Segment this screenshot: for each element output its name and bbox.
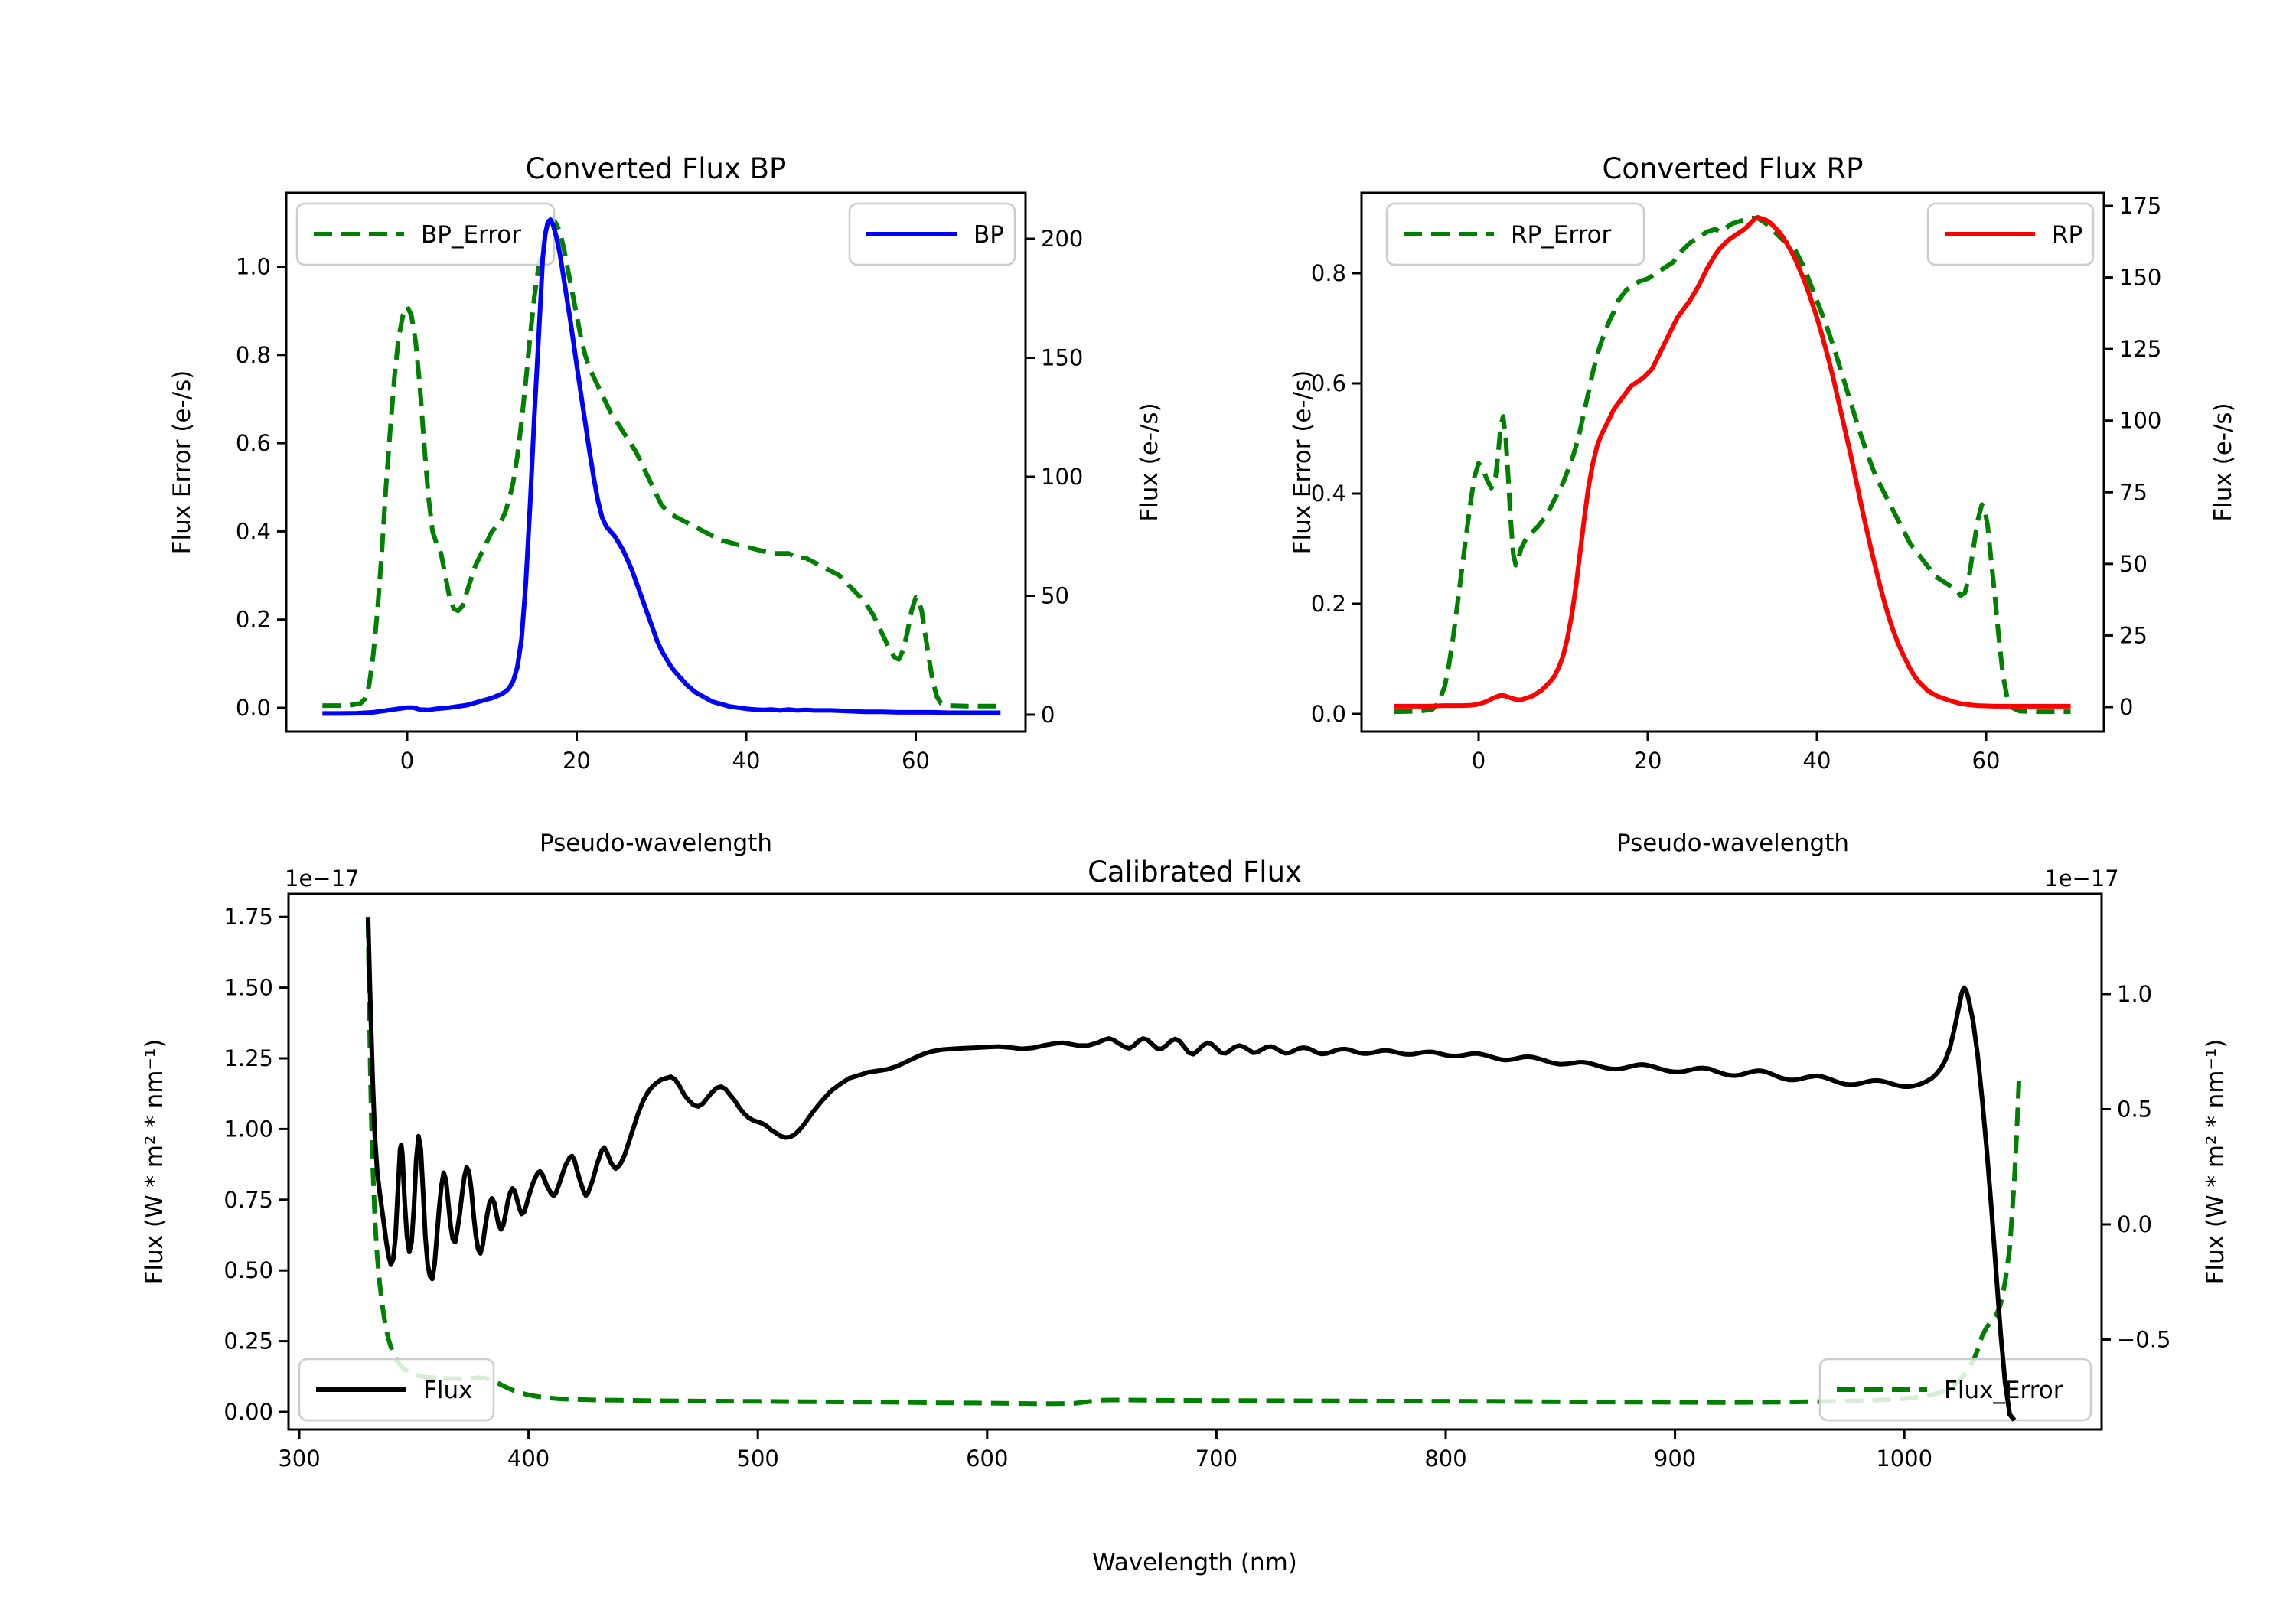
bp-x-tick-label: 40 [732,748,761,774]
rp-x-tick-label: 0 [1472,748,1486,774]
bp-xaxis-label: Pseudo-wavelength [540,830,772,857]
rp-axes-frame [1360,191,2105,733]
bp-y-tick-label-right: 0 [1041,702,1055,728]
cal-title: Calibrated Flux [1088,856,1302,888]
cal-y-tick-label-left: 1.75 [223,904,273,930]
bp-y-tick-label-left: 0.2 [236,607,271,633]
legend-box [1385,202,1645,266]
rp-y-tick-label-right: 100 [2119,408,2161,434]
plot-converted-flux-bp: 0 20 40 60 0.0 0.2 0.4 0.6 0.8 1.0 0 50 100 150 200 BP_… [236,191,1083,774]
rp-series-rp-line [1394,214,2071,709]
cal-yaxis-left-label: Flux (W * m² * nm⁻¹) [141,1039,168,1285]
bp-y-tick-label-right: 150 [1041,345,1083,371]
cal-xaxis-label: Wavelength (nm) [1092,1549,1297,1576]
legend-label: RP_Error [1511,221,1612,249]
legend-label: BP [974,221,1004,249]
cal-y-tick-label-left: 0.75 [223,1187,273,1213]
rp-y-tick-label-right: 50 [2119,551,2148,577]
bp-series-bp-line [322,217,1001,716]
cal-x-tick-label: 1000 [1876,1446,1932,1472]
rp-xaxis-label: Pseudo-wavelength [1616,830,1849,857]
rp-y-tick-label-right: 75 [2119,479,2148,505]
cal-y-tick-label-right: 1.0 [2117,981,2152,1007]
rp-x-tick-label: 20 [1634,748,1662,774]
bp-y-tick-label-right: 100 [1041,464,1083,490]
legend-box [1818,1358,2092,1422]
cal-y-tick-label-left: 0.50 [223,1257,273,1283]
legend-label: Flux [423,1377,472,1404]
legend-flux: Flux [298,1358,495,1422]
rp-y-tick-label-right: 25 [2119,622,2148,648]
cal-x-tick-label: 500 [737,1446,779,1472]
cal-x-tick-label: 900 [1654,1446,1696,1472]
legend-bp: BP [848,202,1016,266]
bp-x-tick-label: 20 [563,748,591,774]
legend-label: RP [2052,221,2082,249]
bp-y-tick-label-right: 50 [1041,583,1069,609]
rp-y-tick-label-left: 0.2 [1311,591,1346,617]
cal-series-flux-line [365,917,2017,1422]
bp-x-tick-label: 60 [902,748,930,774]
rp-title: Converted Flux RP [1602,152,1863,185]
bp-yaxis-right-label: Flux (e-/s) [1136,403,1163,521]
cal-x-tick-label: 700 [1195,1446,1238,1472]
cal-y-tick-label-right: 0.0 [2117,1211,2152,1237]
bp-yaxis-left-label: Flux Error (e-/s) [168,370,196,555]
rp-x-tick-label: 60 [1972,748,2001,774]
cal-yaxis-right-label: Flux (W * m² * nm⁻¹) [2202,1039,2229,1285]
cal-x-tick-label: 400 [507,1446,550,1472]
bp-y-tick-label-left: 0.8 [236,342,271,368]
cal-series-flux-error-line [365,919,2021,1407]
bp-y-tick-label-left: 0.6 [236,430,271,456]
cal-right-offset-text: 1e−17 [2044,865,2119,892]
bp-y-tick-label-left: 1.0 [236,254,271,280]
bp-axes-frame [285,191,1027,733]
plot-calibrated-flux: 300 400 500 600 700 800 900 1000 0.00 0.25 0.50 0.7… [223,892,2170,1472]
rp-yaxis-right-label: Flux (e-/s) [2210,403,2237,521]
rp-y-tick-label-left: 0.4 [1311,481,1346,507]
cal-y-tick-label-left: 1.00 [223,1116,273,1142]
rp-y-tick-label-right: 125 [2119,336,2161,362]
cal-axes-frame [287,892,2103,1431]
legend-rp: RP [1926,202,2095,266]
cal-x-tick-label: 600 [966,1446,1008,1472]
plot-converted-flux-rp: 0 20 40 60 0.0 0.2 0.4 0.6 0.8 0 25 50 75 100 125 150 17… [1311,191,2161,774]
cal-y-tick-label-right: 0.5 [2117,1097,2152,1123]
rp-y-tick-label-right: 175 [2119,193,2161,219]
bp-y-tick-label-right: 200 [1041,226,1083,252]
legend-label: BP_Error [421,221,521,249]
rp-y-tick-label-left: 0.6 [1311,370,1346,396]
legend-rp-error: RP_Error [1385,202,1645,266]
cal-y-tick-label-left: 1.50 [223,975,273,1001]
bp-y-tick-label-left: 0.0 [236,695,271,721]
cal-y-tick-label-left: 0.25 [223,1328,273,1354]
cal-x-tick-label: 300 [278,1446,320,1472]
legend-bp-error: BP_Error [295,202,556,266]
cal-y-tick-label-left: 1.25 [223,1045,273,1071]
rp-x-tick-label: 40 [1803,748,1831,774]
cal-y-tick-label-left: 0.00 [223,1399,273,1425]
rp-y-tick-label-left: 0.0 [1311,701,1346,727]
cal-left-offset-text: 1e−17 [285,865,360,892]
cal-x-tick-label: 800 [1424,1446,1466,1472]
legend-flux-error: Flux_Error [1818,1358,2092,1422]
rp-y-tick-label-left: 0.8 [1311,260,1346,286]
rp-yaxis-left-label: Flux Error (e-/s) [1289,370,1316,555]
bp-title: Converted Flux BP [526,152,787,185]
bp-series-bp-error-line [322,216,1001,709]
rp-series-rp-error-line [1394,216,2071,715]
bp-x-tick-label: 0 [400,748,414,774]
bp-y-tick-label-left: 0.4 [236,518,271,544]
rp-y-tick-label-right: 0 [2119,694,2133,720]
rp-y-tick-label-right: 150 [2119,265,2161,291]
cal-y-tick-label-right: −0.5 [2117,1327,2170,1353]
